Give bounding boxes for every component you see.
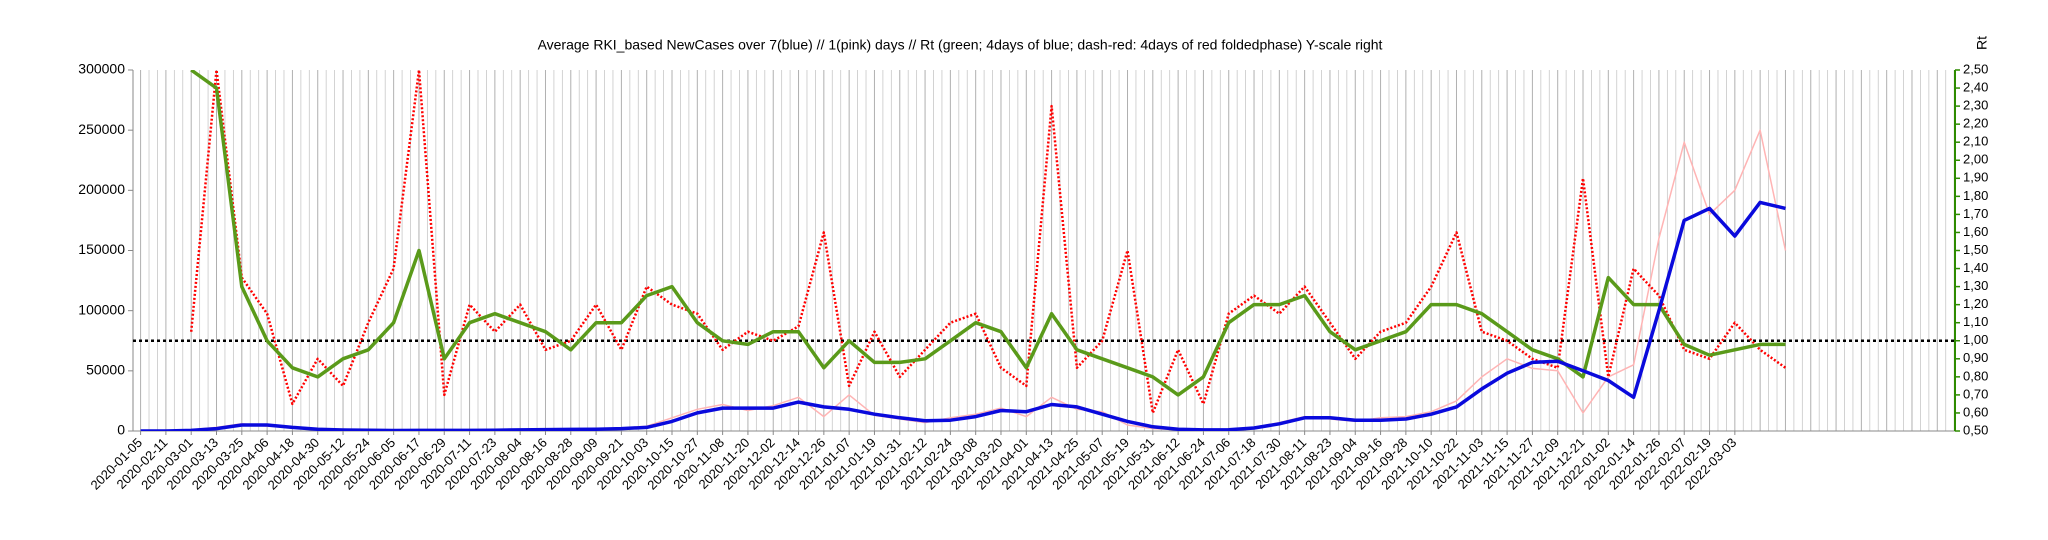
- y2-tick-label: 1,60: [1963, 224, 1988, 239]
- y-tick-label: 100000: [78, 301, 125, 317]
- y2-tick-label: 1,40: [1963, 260, 1988, 275]
- y-tick-label: 250000: [78, 121, 125, 137]
- y2-tick-label: 2,20: [1963, 116, 1988, 131]
- y2-tick-label: 0,70: [1963, 386, 1988, 401]
- y-tick-label: 300000: [78, 61, 125, 77]
- y2-tick-label: 1,30: [1963, 278, 1988, 293]
- y-tick-label: 150000: [78, 241, 125, 257]
- y-tick-label: 200000: [78, 181, 125, 197]
- plot-area: [133, 70, 1955, 431]
- y-tick-label: 50000: [86, 362, 125, 378]
- y2-tick-label: 2,40: [1963, 79, 1988, 94]
- y2-tick-label: 1,70: [1963, 206, 1988, 221]
- y2-tick-label: 2,30: [1963, 98, 1988, 113]
- y2-tick-label: 1,10: [1963, 314, 1988, 329]
- y2-tick-label: 2,00: [1963, 152, 1988, 167]
- y2-tick-label: 1,20: [1963, 296, 1988, 311]
- y-tick-label: 0: [117, 422, 125, 438]
- y2-tick-label: 1,00: [1963, 332, 1988, 347]
- y2-tick-label: 0,50: [1963, 422, 1988, 437]
- y2-axis-label: Rt: [1974, 36, 1990, 50]
- chart-title: Average RKI_based NewCases over 7(blue) …: [538, 37, 1383, 53]
- y2-tick-label: 0,60: [1963, 404, 1988, 419]
- y2-tick-label: 2,50: [1963, 61, 1988, 76]
- y2-tick-label: 1,90: [1963, 170, 1988, 185]
- series-line: [190, 70, 1786, 397]
- y2-tick-label: 1,80: [1963, 188, 1988, 203]
- y2-tick-label: 0,80: [1963, 368, 1988, 383]
- y2-tick-label: 2,10: [1963, 134, 1988, 149]
- y2-tick-label: 0,90: [1963, 350, 1988, 365]
- series-line: [140, 200, 1786, 431]
- y2-tick-label: 1,50: [1963, 242, 1988, 257]
- series-line: [189, 70, 1787, 415]
